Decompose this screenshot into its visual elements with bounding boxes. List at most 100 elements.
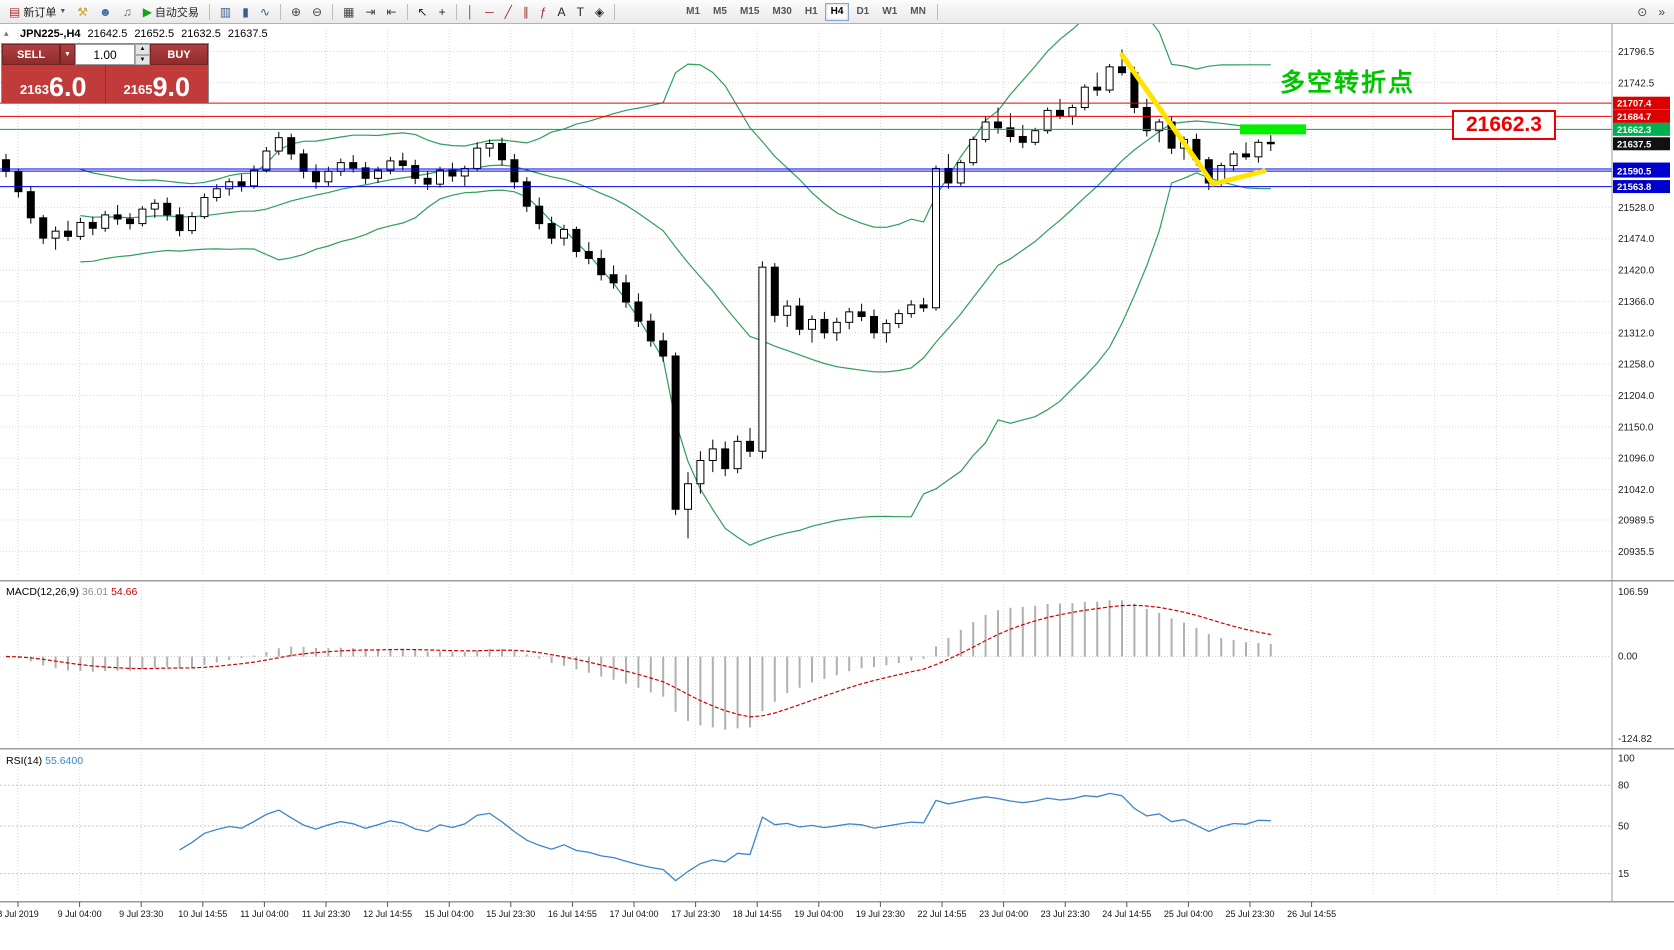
- time-axis-label: 25 Jul 04:00: [1164, 909, 1213, 919]
- profile-icon: ☻: [99, 4, 112, 19]
- time-axis-label: 26 Jul 14:55: [1287, 909, 1336, 919]
- toolbar-group-chart-type: ▥ ▮ ∿: [215, 2, 275, 22]
- line-chart-button[interactable]: ∿: [255, 2, 275, 22]
- zoom-in-button[interactable]: ⊕: [286, 2, 306, 22]
- panel-collapse-button[interactable]: ▴: [4, 28, 9, 38]
- price-axis-label: 21366.0: [1618, 297, 1655, 308]
- bar-chart-icon: ▥: [219, 4, 232, 19]
- price-line-label: 21684.7: [1617, 112, 1651, 123]
- timeframe-h1[interactable]: H1: [799, 3, 824, 21]
- text-button[interactable]: A: [553, 2, 571, 22]
- timeframe-w1[interactable]: W1: [876, 3, 903, 21]
- order-type-dropdown[interactable]: ▼: [60, 44, 75, 65]
- channel-button[interactable]: ∥: [518, 2, 534, 22]
- time-axis-label: 11 Jul 04:00: [240, 909, 288, 919]
- new-order-button-label: 新订单: [23, 6, 57, 19]
- timeframe-m1[interactable]: M1: [680, 3, 706, 21]
- time-axis-label: 10 Jul 14:55: [178, 909, 227, 919]
- timeframe-mn[interactable]: MN: [904, 3, 932, 21]
- annotation-price-box[interactable]: 21662.3: [1452, 110, 1556, 140]
- timeframe-m30[interactable]: M30: [766, 3, 797, 21]
- volume-down-button[interactable]: ▼: [135, 54, 150, 65]
- vertical-line-button[interactable]: │: [462, 2, 480, 22]
- annotation-turning-point-text[interactable]: 多空转折点: [1280, 69, 1416, 97]
- symbol-name: JPN225-,H4: [20, 28, 81, 40]
- auto-trading-button[interactable]: ▶ 自动交易: [138, 2, 204, 22]
- candles-layer: [2, 49, 1275, 539]
- drawn-objects-layer[interactable]: [1119, 52, 1306, 187]
- timeframe-h4[interactable]: H4: [824, 2, 850, 21]
- buy-button[interactable]: BUY: [150, 44, 208, 65]
- timeframe-m1-label: M1: [686, 6, 701, 17]
- timeframe-mn-label: MN: [910, 6, 926, 17]
- rsi-indicator-label: RSI(14) 55.6400: [6, 755, 83, 767]
- sell-price-large: 6.0: [48, 72, 87, 103]
- crosshair-button[interactable]: +: [434, 2, 451, 22]
- time-axis-label: 19 Jul 23:30: [856, 909, 905, 919]
- tile-windows-icon: ▦: [343, 4, 355, 19]
- timeframe-d1-label: D1: [856, 6, 870, 17]
- bar-chart-button[interactable]: ▥: [215, 2, 236, 22]
- buy-price-small: 2165: [123, 81, 153, 97]
- metaeditor-button[interactable]: ⚒: [72, 2, 93, 22]
- sell-price-display[interactable]: 2163 6.0: [2, 65, 105, 103]
- toolbar-separator: [279, 3, 281, 20]
- vertical-line-icon: │: [466, 4, 475, 19]
- search-button[interactable]: ⊙: [1632, 2, 1652, 22]
- panel-splitter[interactable]: [0, 748, 1674, 750]
- text-icon: A: [557, 4, 566, 19]
- crosshair-icon: +: [438, 4, 446, 19]
- chevron-down-icon: ▼: [59, 8, 67, 15]
- rsi-axis-label: 100: [1618, 754, 1635, 765]
- price-axis-label: 21742.5: [1618, 78, 1655, 89]
- toolbar-group-objects: │ ─ ╱ ∥ ƒ A T ◈: [462, 2, 610, 22]
- horizontal-line-button[interactable]: ─: [480, 2, 499, 22]
- label-button[interactable]: T: [572, 2, 589, 22]
- profile-button[interactable]: ☻: [94, 2, 117, 22]
- price-line-label: 21563.8: [1617, 182, 1651, 193]
- rsi-axis-label: 50: [1618, 822, 1630, 833]
- price-line-label: 21590.5: [1617, 167, 1652, 178]
- auto-scroll-button[interactable]: ⇥: [360, 2, 380, 22]
- auto-trading-icon: ▶: [142, 4, 152, 19]
- sell-button[interactable]: SELL: [2, 44, 60, 65]
- time-axis-label: 17 Jul 23:30: [671, 909, 720, 919]
- toolbar-group-right: ⊙»: [1632, 2, 1670, 22]
- fibonacci-icon: ƒ: [539, 4, 547, 19]
- volume-input[interactable]: [75, 44, 135, 65]
- candlestick-chart-button[interactable]: ▮: [237, 2, 254, 22]
- time-axis[interactable]: 8 Jul 2019 9 Jul 04:00 9 Jul 23:30 10 Jul 1…: [0, 901, 1674, 919]
- trendline-button[interactable]: ╱: [500, 2, 517, 22]
- buy-price-display[interactable]: 2165 9.0: [104, 65, 209, 103]
- time-axis-label: 9 Jul 04:00: [58, 909, 102, 919]
- label-icon: T: [576, 4, 584, 19]
- search-icon: ⊙: [1637, 4, 1648, 19]
- timeframe-m15[interactable]: M15: [734, 3, 765, 21]
- tile-windows-button[interactable]: ▦: [338, 2, 359, 22]
- toolbar-separator: [406, 3, 408, 20]
- grid-layer: [0, 30, 1612, 896]
- toolbar-group-cursor: ↖ +: [413, 2, 451, 22]
- price-axis-label: 21312.0: [1618, 328, 1655, 339]
- panel-splitter[interactable]: [0, 580, 1674, 582]
- fibonacci-button[interactable]: ƒ: [535, 2, 552, 22]
- rsi-name: RSI(14): [6, 755, 43, 767]
- price-axis-label: 21258.0: [1618, 360, 1655, 371]
- new-order-button[interactable]: ▤ 新订单 ▼: [4, 2, 71, 22]
- auto-scroll-icon: ⇥: [365, 4, 376, 19]
- chart-shift-button[interactable]: ⇤: [381, 2, 401, 22]
- alerts-button[interactable]: ♫: [118, 2, 137, 22]
- timeframe-m5[interactable]: M5: [707, 3, 733, 21]
- line-chart-icon: ∿: [259, 4, 270, 19]
- volume-up-button[interactable]: ▲: [135, 44, 150, 55]
- toolbar-separator: [332, 3, 334, 20]
- timeframe-d1[interactable]: D1: [850, 3, 875, 21]
- more-button[interactable]: »: [1653, 2, 1670, 22]
- chart-plot-area[interactable]: [0, 24, 1612, 580]
- arrows-button[interactable]: ◈: [590, 2, 609, 22]
- zoom-out-button[interactable]: ⊖: [307, 2, 327, 22]
- cursor-button[interactable]: ↖: [413, 2, 433, 22]
- arrows-icon: ◈: [594, 4, 605, 19]
- price-lines-layer: [0, 102, 1612, 188]
